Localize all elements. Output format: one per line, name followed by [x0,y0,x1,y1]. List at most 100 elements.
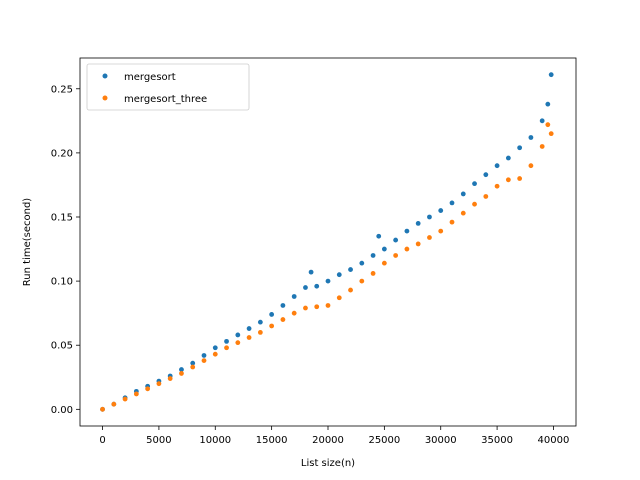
y-tick-label: 0.05 [51,341,73,352]
y-axis-ticks: 0.00 0.05 0.10 0.15 0.20 0.25 [51,84,80,416]
data-point [224,345,229,351]
data-point [190,364,196,370]
data-point [336,295,342,301]
legend: mergesort mergesort_three [86,63,250,111]
data-point [381,260,387,266]
x-tick-label: 20000 [312,435,344,446]
data-point [280,317,286,322]
y-axis-label: Run time(second) [22,198,33,287]
data-point [494,183,500,189]
data-point [415,221,421,226]
x-tick-label: 35000 [481,435,513,446]
data-point [528,135,534,140]
legend-label-mergesort: mergesort [124,72,176,83]
x-axis-label: List size(n) [301,458,355,469]
data-point [376,233,382,239]
data-point [415,241,421,247]
data-point [483,172,489,178]
data-point [246,326,252,331]
data-point [449,200,455,206]
x-tick-label: 25000 [368,435,400,446]
data-point [460,191,466,197]
data-point [201,353,207,358]
data-point [303,305,308,311]
data-point [449,219,455,225]
data-point [111,401,117,407]
series-layer [100,72,554,412]
data-point [472,201,477,207]
data-point [505,177,511,183]
data-point [427,214,432,220]
series-mergesort-three [100,122,554,412]
data-point [359,278,365,284]
data-point [212,345,218,351]
data-point [303,285,308,290]
data-point [257,329,263,335]
data-point [269,323,275,329]
data-point [314,283,320,289]
data-point [133,391,139,397]
legend-label-mergesort-three: mergesort_three [124,94,207,105]
data-point [438,228,444,234]
data-point [517,176,523,181]
legend-marker-mergesort-three [102,95,108,101]
data-point [179,371,184,376]
series-mergesort [100,72,554,412]
data-point [545,122,551,128]
data-point [460,210,466,216]
data-point [190,360,196,366]
data-point [167,376,173,381]
data-point [404,228,410,234]
data-point [291,310,297,316]
legend-marker-mergesort [102,73,108,79]
y-tick-label: 0.20 [51,148,73,159]
data-point [308,269,314,275]
x-tick-label: 40000 [538,435,570,446]
x-axis-ticks: 0 5000 10000 15000 20000 25000 30000 35000 40000 [99,426,569,446]
data-point [370,271,376,276]
data-point [528,163,534,169]
data-point [438,208,444,213]
data-point [359,260,365,266]
x-tick-label: 0 [99,435,105,446]
data-point [393,253,399,258]
data-point [224,338,229,344]
data-point [212,351,218,357]
data-point [291,294,297,299]
data-point [336,272,342,278]
data-point [145,386,151,392]
data-point [348,287,353,293]
data-point [246,335,252,340]
x-tick-label: 5000 [146,435,171,446]
data-point [427,235,432,240]
data-point [539,144,545,149]
legend-box [86,63,250,111]
data-point [505,155,511,161]
data-point [381,246,387,252]
y-tick-label: 0.15 [51,212,73,223]
data-point [404,246,410,252]
data-point [548,131,554,137]
data-point [156,381,162,387]
data-point [235,340,241,346]
data-point [325,278,331,284]
data-point [280,303,286,308]
data-point [393,237,399,243]
data-point [325,303,331,308]
data-point [179,367,184,372]
data-point [370,253,376,258]
data-point [548,72,554,78]
data-point [314,304,320,310]
data-point [100,406,105,412]
data-point [494,163,500,169]
x-tick-label: 30000 [425,435,457,446]
data-point [257,319,263,325]
data-point [517,145,523,151]
x-tick-label: 10000 [199,435,231,446]
axes-frame [79,57,577,427]
data-point [539,118,545,124]
y-tick-label: 0.00 [51,405,73,416]
data-point [545,101,551,107]
y-tick-label: 0.10 [51,277,73,288]
